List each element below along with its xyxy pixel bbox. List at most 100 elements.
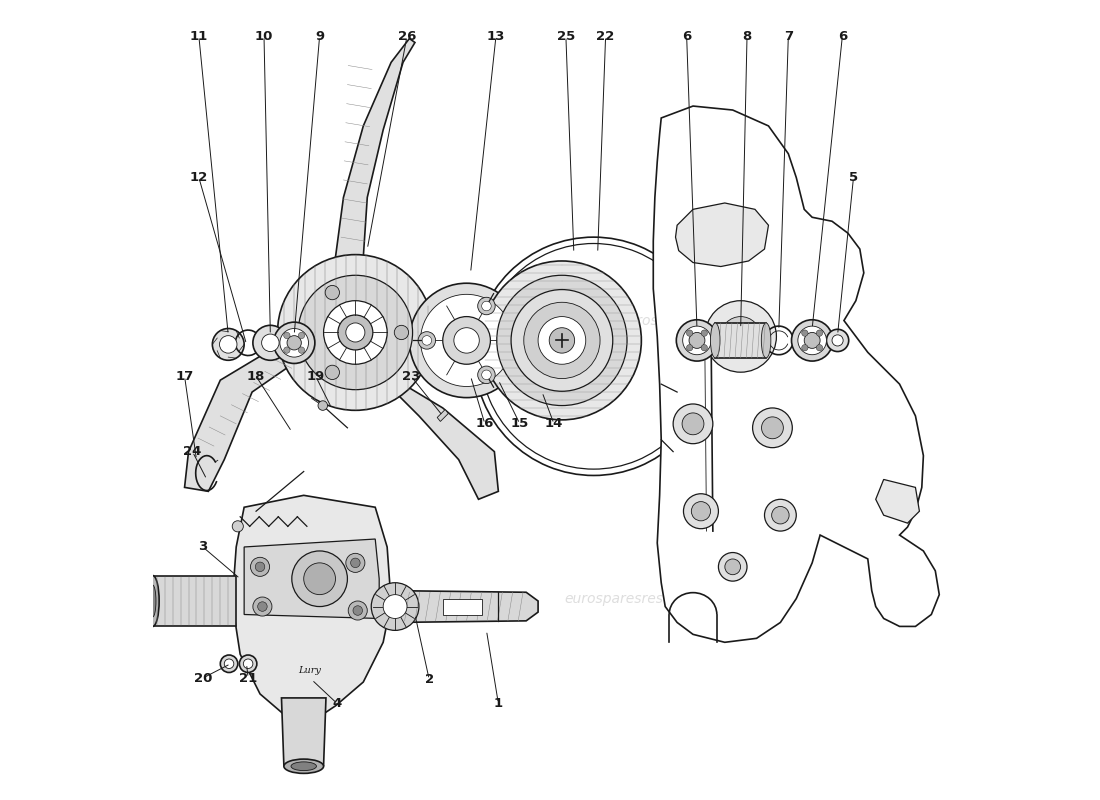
Text: 15: 15: [510, 418, 529, 430]
Polygon shape: [675, 203, 769, 266]
Text: 3: 3: [198, 541, 208, 554]
Circle shape: [251, 558, 270, 576]
Circle shape: [345, 554, 365, 572]
Circle shape: [318, 401, 328, 410]
Text: 22: 22: [596, 30, 615, 42]
Circle shape: [549, 328, 574, 353]
Circle shape: [826, 330, 849, 351]
Text: 23: 23: [402, 370, 420, 382]
Circle shape: [689, 333, 705, 348]
Circle shape: [418, 332, 436, 349]
Text: 1: 1: [494, 697, 503, 710]
Text: 13: 13: [487, 30, 505, 42]
Circle shape: [804, 333, 821, 348]
Text: 5: 5: [849, 171, 858, 184]
Circle shape: [752, 408, 792, 448]
Polygon shape: [392, 386, 498, 499]
Circle shape: [326, 366, 340, 379]
Circle shape: [298, 332, 305, 338]
Text: 6: 6: [838, 30, 847, 42]
Text: 21: 21: [239, 671, 257, 685]
Text: 19: 19: [307, 370, 324, 382]
Ellipse shape: [292, 762, 317, 770]
Circle shape: [720, 317, 760, 356]
Circle shape: [686, 345, 693, 351]
Circle shape: [524, 302, 601, 378]
Text: 14: 14: [544, 418, 563, 430]
Circle shape: [304, 563, 336, 594]
Circle shape: [673, 404, 713, 444]
Circle shape: [691, 502, 711, 521]
Circle shape: [764, 499, 796, 531]
Circle shape: [482, 302, 492, 310]
Text: 9: 9: [315, 30, 324, 42]
Text: 10: 10: [255, 30, 273, 42]
Polygon shape: [395, 590, 538, 622]
Text: 7: 7: [784, 30, 793, 42]
Text: 2: 2: [425, 673, 433, 686]
Circle shape: [725, 559, 740, 574]
Circle shape: [232, 521, 243, 532]
Text: 25: 25: [557, 30, 575, 42]
Text: 17: 17: [175, 370, 194, 382]
Circle shape: [298, 347, 305, 354]
Circle shape: [718, 553, 747, 581]
Circle shape: [538, 317, 586, 364]
Ellipse shape: [150, 585, 156, 617]
Circle shape: [705, 301, 777, 372]
Text: eurosparesres: eurosparesres: [564, 592, 663, 606]
Polygon shape: [442, 598, 483, 614]
Circle shape: [284, 347, 290, 354]
Circle shape: [257, 602, 267, 611]
Circle shape: [284, 332, 290, 338]
Circle shape: [798, 326, 826, 354]
Circle shape: [772, 506, 789, 524]
Polygon shape: [437, 410, 449, 422]
Circle shape: [422, 336, 431, 345]
Polygon shape: [153, 575, 236, 626]
Circle shape: [243, 659, 253, 669]
Circle shape: [832, 335, 844, 346]
Circle shape: [353, 606, 363, 615]
Circle shape: [323, 301, 387, 364]
Circle shape: [816, 345, 823, 351]
Circle shape: [683, 326, 712, 354]
Circle shape: [292, 551, 348, 606]
Polygon shape: [244, 539, 380, 618]
Circle shape: [676, 320, 717, 361]
Circle shape: [483, 261, 641, 420]
Text: 18: 18: [246, 370, 265, 382]
Polygon shape: [232, 495, 392, 722]
Circle shape: [338, 315, 373, 350]
Circle shape: [240, 655, 257, 673]
Circle shape: [686, 330, 693, 336]
Polygon shape: [185, 344, 304, 491]
Circle shape: [262, 334, 279, 351]
Circle shape: [255, 562, 265, 571]
Text: 24: 24: [184, 445, 201, 458]
Text: 11: 11: [189, 30, 208, 42]
Text: 4: 4: [332, 697, 342, 710]
Circle shape: [443, 317, 491, 364]
Circle shape: [326, 286, 340, 300]
Circle shape: [409, 283, 524, 398]
Circle shape: [220, 655, 238, 673]
Circle shape: [701, 330, 707, 336]
Circle shape: [298, 275, 412, 390]
Circle shape: [383, 594, 407, 618]
Circle shape: [279, 329, 308, 357]
Text: 8: 8: [742, 30, 751, 42]
Circle shape: [682, 413, 704, 434]
Circle shape: [349, 601, 367, 620]
Text: 16: 16: [475, 418, 494, 430]
Circle shape: [345, 323, 365, 342]
Circle shape: [224, 659, 234, 669]
Circle shape: [253, 326, 288, 360]
Circle shape: [477, 298, 495, 314]
Text: 12: 12: [189, 171, 208, 184]
Circle shape: [482, 370, 492, 379]
Circle shape: [253, 597, 272, 616]
Polygon shape: [653, 106, 939, 642]
Circle shape: [792, 320, 833, 361]
Text: 20: 20: [194, 671, 212, 685]
